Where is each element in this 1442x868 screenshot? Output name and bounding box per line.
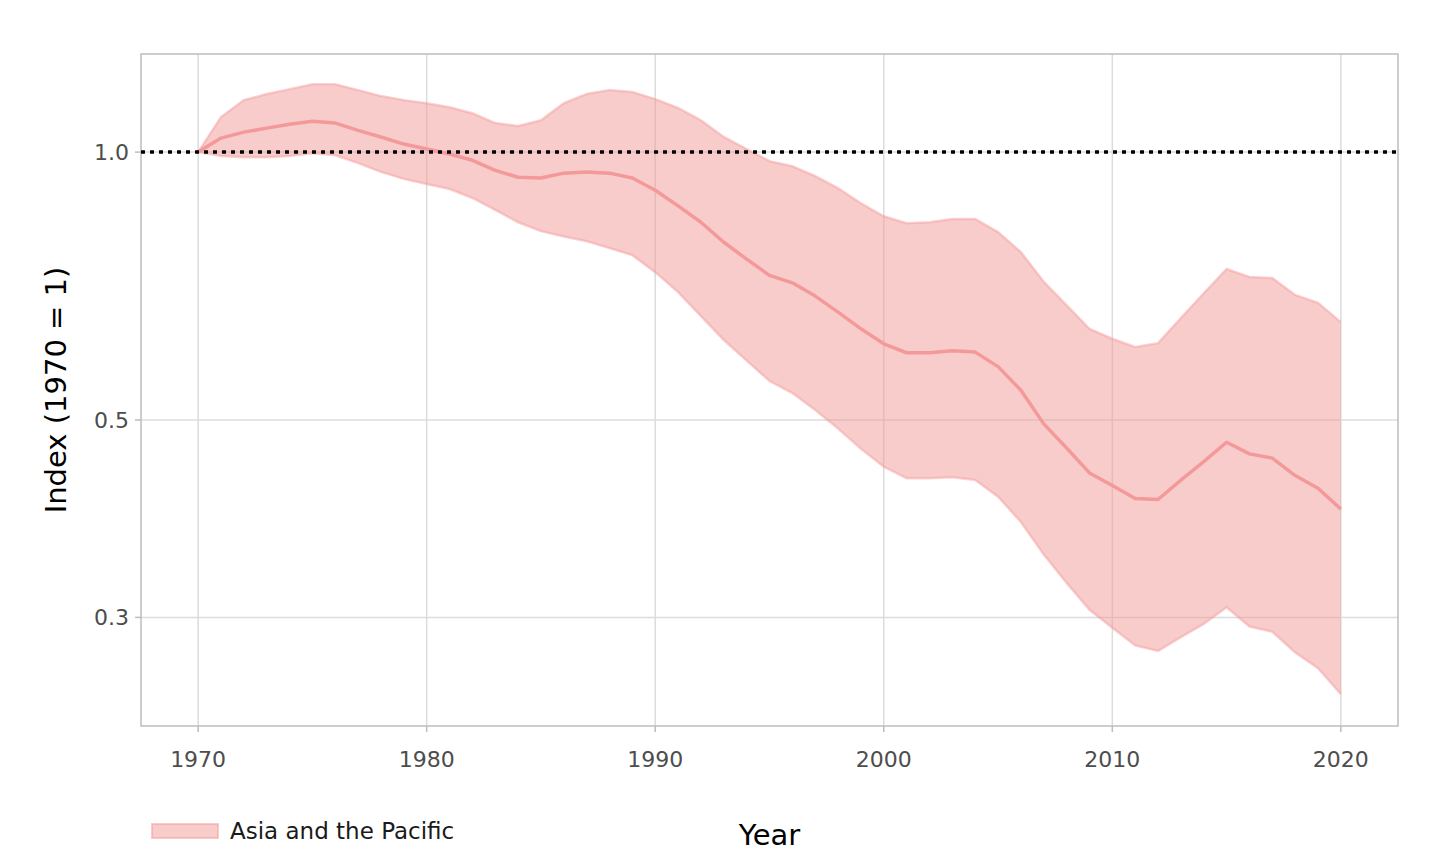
x-axis-title: Year	[738, 818, 800, 852]
x-tick-label: 1980	[399, 747, 455, 772]
y-tick	[135, 617, 141, 619]
y-tick-label: 1.0	[94, 140, 129, 165]
x-tick-label: 2000	[856, 747, 912, 772]
y-tick-label: 0.3	[94, 605, 129, 630]
x-tick-label: 2010	[1084, 747, 1140, 772]
x-tick-label: 1990	[627, 747, 683, 772]
y-tick	[135, 151, 141, 153]
x-tick	[1340, 726, 1342, 732]
legend-label: Asia and the Pacific	[230, 818, 454, 844]
legend-swatch	[152, 824, 218, 838]
x-tick	[883, 726, 885, 732]
x-tick	[426, 726, 428, 732]
y-axis-title: Index (1970 = 1)	[39, 267, 73, 514]
index-line	[198, 121, 1341, 509]
x-tick	[197, 726, 199, 732]
upper-bound-line	[198, 84, 1341, 347]
x-grid-line	[197, 54, 199, 726]
plot-area	[141, 84, 1398, 694]
lower-bound-line	[198, 152, 1341, 694]
confidence-band	[198, 84, 1341, 694]
plot-frame	[141, 54, 1398, 726]
x-tick	[1112, 726, 1114, 732]
y-tick	[135, 419, 141, 421]
chart: 1970 1980 1990 2000 2010 2020 0.3 0.5 1.0 Year Ind…	[0, 0, 1442, 868]
y-tick-label: 0.5	[94, 408, 129, 433]
x-tick-label: 1970	[170, 747, 226, 772]
reference-line	[141, 150, 1398, 154]
x-tick-label: 2020	[1313, 747, 1369, 772]
x-tick	[654, 726, 656, 732]
